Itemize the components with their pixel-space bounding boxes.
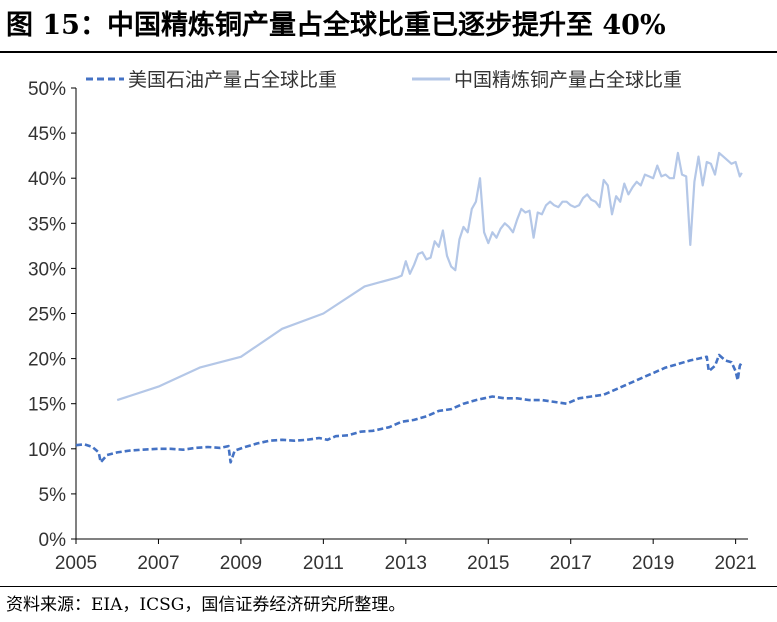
y-tick-label: 40% <box>28 169 66 190</box>
axes: 0% 5% 10% 15% 20% 25% 30% 35% 40% 45% 50% 2005 2007 2… <box>28 79 757 574</box>
legend-label-us: 美国石油产量占全球比重 <box>128 69 337 91</box>
source-divider <box>0 586 777 587</box>
x-tick-label: 2013 <box>385 553 427 574</box>
series-line-us-oil-share <box>75 353 743 464</box>
y-tick-label: 35% <box>28 214 66 235</box>
legend-label-china: 中国精炼铜产量占全球比重 <box>454 69 682 91</box>
chart-title: 图 15：中国精炼铜产量占全球比重已逐步提升至 40% <box>6 10 666 41</box>
x-tick-label: 2005 <box>55 553 97 574</box>
x-tick-label: 2011 <box>303 553 344 574</box>
y-tick-label: 5% <box>39 485 67 506</box>
source-note: 资料来源：EIA，ICSG，国信证券经济研究所整理。 <box>6 595 406 615</box>
x-tick-label: 2019 <box>632 553 674 574</box>
series-line-china-copper-share <box>116 151 743 402</box>
y-tick-label: 15% <box>28 395 66 416</box>
y-tick-label: 45% <box>28 124 66 145</box>
legend: 美国石油产量占全球比重 中国精炼铜产量占全球比重 <box>86 69 682 91</box>
x-tick-label: 2021 <box>714 553 756 574</box>
plot-area <box>75 151 743 464</box>
y-tick-label: 0% <box>39 530 67 551</box>
y-tick-label: 20% <box>28 350 66 371</box>
y-tick-label: 50% <box>28 79 66 100</box>
y-tick-label: 25% <box>28 305 66 326</box>
line-chart: 美国石油产量占全球比重 中国精炼铜产量占全球比重 0% 5% 10% 15% 20% 25… <box>28 69 757 574</box>
x-tick-label: 2017 <box>550 553 592 574</box>
y-tick-label: 10% <box>28 440 66 461</box>
x-tick-label: 2015 <box>467 553 509 574</box>
y-tick-label: 30% <box>28 259 66 280</box>
x-tick-label: 2007 <box>137 553 179 574</box>
title-divider <box>0 51 777 53</box>
x-tick-label: 2009 <box>220 553 262 574</box>
